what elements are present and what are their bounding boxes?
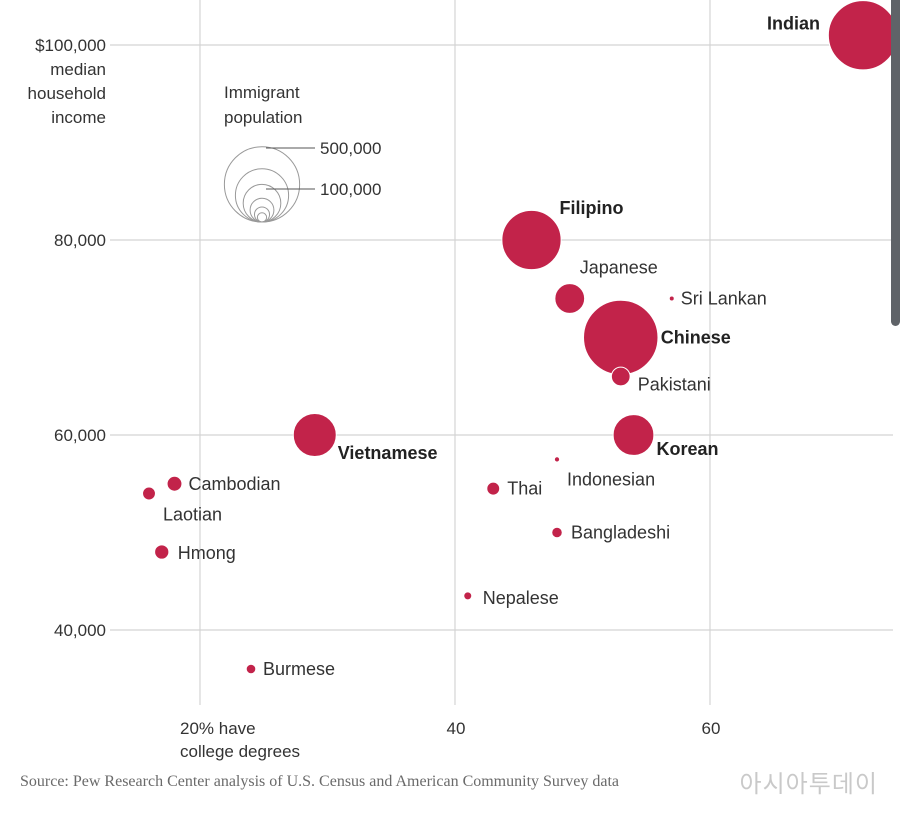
x-tick-label: 40 <box>447 719 466 738</box>
y-tick-label: $100,000 median household income <box>28 36 106 127</box>
label-japanese: Japanese <box>580 258 658 278</box>
label-sri-lankan: Sri Lankan <box>681 289 767 309</box>
label-laotian: Laotian <box>163 505 222 525</box>
size-legend-circle <box>253 206 271 223</box>
bubble-filipino <box>501 209 562 271</box>
scrollbar[interactable] <box>891 0 900 326</box>
size-legend-circle <box>234 168 290 223</box>
bubble-chinese <box>583 299 659 376</box>
label-indian: Indian <box>767 13 820 33</box>
bubble-hmong <box>154 544 170 560</box>
bubble-bangladeshi <box>551 526 563 539</box>
label-hmong: Hmong <box>178 543 236 563</box>
watermark: 아시아투데이 <box>739 770 878 798</box>
bubble-sri-lankan <box>668 295 675 302</box>
x-tick-label: 20% have college degrees <box>180 719 300 761</box>
label-korean: Korean <box>657 439 719 459</box>
bubble-thai <box>486 481 501 496</box>
size-legend-title: Immigrant population <box>224 83 302 127</box>
size-legend-circle <box>256 212 268 223</box>
bubble-japanese <box>554 283 586 314</box>
bubble-burmese <box>245 663 257 675</box>
label-pakistani: Pakistani <box>638 375 711 395</box>
x-tick-label: 60 <box>702 719 721 738</box>
size-legend-label: 100,000 <box>320 180 381 199</box>
bubble-indonesian <box>553 456 561 463</box>
label-filipino: Filipino <box>560 198 624 218</box>
label-burmese: Burmese <box>263 659 335 679</box>
size-legend-label: 500,000 <box>320 139 381 158</box>
bubble-nepalese <box>463 591 473 601</box>
bubble-vietnamese <box>292 413 337 457</box>
label-cambodian: Cambodian <box>189 474 281 494</box>
source-note: Source: Pew Research Center analysis of … <box>20 773 619 790</box>
bubble-indian <box>827 0 899 71</box>
label-bangladeshi: Bangladeshi <box>571 523 670 543</box>
label-thai: Thai <box>507 479 542 499</box>
label-indonesian: Indonesian <box>567 469 655 489</box>
bubble-pakistani <box>610 366 631 387</box>
label-vietnamese: Vietnamese <box>338 443 438 463</box>
size-legend-circle <box>249 197 275 223</box>
bubble-korean <box>612 414 655 456</box>
bubble-cambodian <box>166 475 183 492</box>
bubble-laotian <box>142 486 156 501</box>
label-nepalese: Nepalese <box>483 588 559 608</box>
label-chinese: Chinese <box>661 328 731 348</box>
y-tick-label: 80,000 <box>54 231 106 250</box>
y-tick-label: 40,000 <box>54 621 106 640</box>
size-legend-circle <box>242 183 282 223</box>
y-tick-label: 60,000 <box>54 426 106 445</box>
